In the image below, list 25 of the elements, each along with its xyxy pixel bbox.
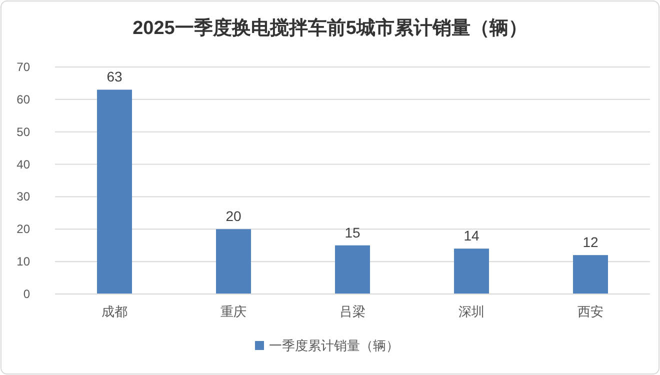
bar [573,255,608,294]
y-tick-label: 50 [16,124,30,139]
data-label: 20 [226,208,242,224]
data-label: 15 [344,224,360,240]
bar [97,90,132,294]
bar [216,229,251,294]
y-tick-label: 60 [16,92,30,106]
y-tick-label: 20 [16,222,30,236]
y-tick-label: 0 [23,287,30,301]
y-tick-label: 40 [16,157,30,172]
x-tick-label: 重庆 [220,304,246,319]
data-label: 12 [582,234,598,250]
bar [335,245,370,294]
data-label: 14 [464,228,480,244]
y-tick-label: 30 [16,190,30,204]
x-tick-label: 深圳 [458,304,484,319]
data-label: 63 [106,68,122,85]
bar [454,248,489,294]
y-tick-label: 10 [16,254,30,269]
y-tick-label: 70 [16,60,30,74]
legend-label: 一季度累计销量（辆） [269,338,399,353]
x-tick-label: 吕梁 [340,304,366,319]
x-tick-label: 西安 [578,304,604,319]
chart-title: 2025一季度换电搅拌车前5城市累计销量（辆） [132,17,528,39]
x-tick-label: 成都 [102,304,128,319]
